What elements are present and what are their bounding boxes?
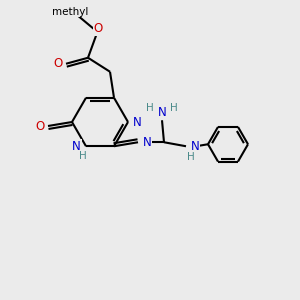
Text: N: N <box>133 116 142 128</box>
Text: H: H <box>187 152 195 162</box>
Text: methyl: methyl <box>52 7 88 17</box>
Text: O: O <box>93 22 103 35</box>
Text: O: O <box>53 57 63 70</box>
Text: O: O <box>35 119 45 133</box>
Text: H: H <box>170 103 178 113</box>
Text: N: N <box>143 136 152 149</box>
Text: N: N <box>191 140 200 153</box>
Text: N: N <box>158 106 166 119</box>
Text: N: N <box>72 140 81 153</box>
Text: H: H <box>146 103 154 113</box>
Text: H: H <box>79 151 87 161</box>
